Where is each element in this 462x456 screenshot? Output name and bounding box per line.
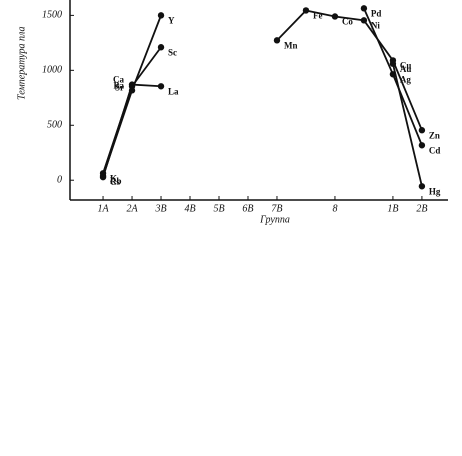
point-label: Ca <box>113 74 124 84</box>
point-label: Ba <box>114 81 125 91</box>
x-tick-label: 5B <box>213 203 224 214</box>
point-label: Ag <box>400 74 411 84</box>
point-label: Cu <box>400 61 412 71</box>
point-label: Cs <box>110 177 120 187</box>
point-label: Pd <box>371 8 382 18</box>
x-tick-label: 6B <box>242 203 253 214</box>
data-point <box>418 183 426 190</box>
data-point <box>360 17 368 24</box>
x-tick-label: 1B <box>387 203 398 214</box>
data-point <box>360 5 368 12</box>
series-line <box>392 63 423 187</box>
x-tick-label: 2A <box>126 203 138 214</box>
point-label: Zn <box>429 130 440 140</box>
y-tick-label: 1500 <box>42 10 62 21</box>
point-label: Hg <box>429 186 441 196</box>
point-label: Fe <box>313 11 323 21</box>
data-point <box>418 127 426 134</box>
point-label: Ni <box>371 20 380 30</box>
point-label: K <box>110 173 117 183</box>
x-tick-label: 3B <box>154 203 166 214</box>
point-label: Y <box>168 15 175 25</box>
x-tick-label: 2B <box>416 203 427 214</box>
point-label: Au <box>400 64 412 74</box>
y-axis-label: Температура пла <box>16 27 27 100</box>
data-point <box>157 83 165 90</box>
data-point <box>418 142 426 149</box>
y-tick-label: 500 <box>47 120 62 131</box>
series-line <box>276 9 423 131</box>
series-line <box>102 83 162 178</box>
data-point <box>157 44 165 51</box>
point-label: Rb <box>110 176 122 186</box>
y-tick-label: 0 <box>57 175 62 186</box>
data-point <box>128 81 136 88</box>
x-tick-label: 8 <box>332 203 337 214</box>
x-tick-label: 7B <box>271 203 282 214</box>
y-tick-label: 1000 <box>42 65 62 76</box>
point-label: Mn <box>284 40 298 50</box>
point-label: Co <box>342 17 353 27</box>
data-point <box>302 7 310 14</box>
data-point <box>99 173 107 181</box>
x-axis-label: Группа <box>259 214 290 225</box>
data-point <box>273 37 281 44</box>
data-point <box>389 60 397 67</box>
point-label: Cd <box>429 145 441 155</box>
series-line <box>102 46 162 174</box>
data-point <box>331 13 339 20</box>
x-tick-label: 4B <box>184 203 195 214</box>
x-tick-label: 1A <box>97 203 109 214</box>
data-point <box>157 12 165 19</box>
point-label: Sc <box>168 47 177 57</box>
point-label: Sr <box>115 82 124 92</box>
point-label: La <box>168 86 179 96</box>
